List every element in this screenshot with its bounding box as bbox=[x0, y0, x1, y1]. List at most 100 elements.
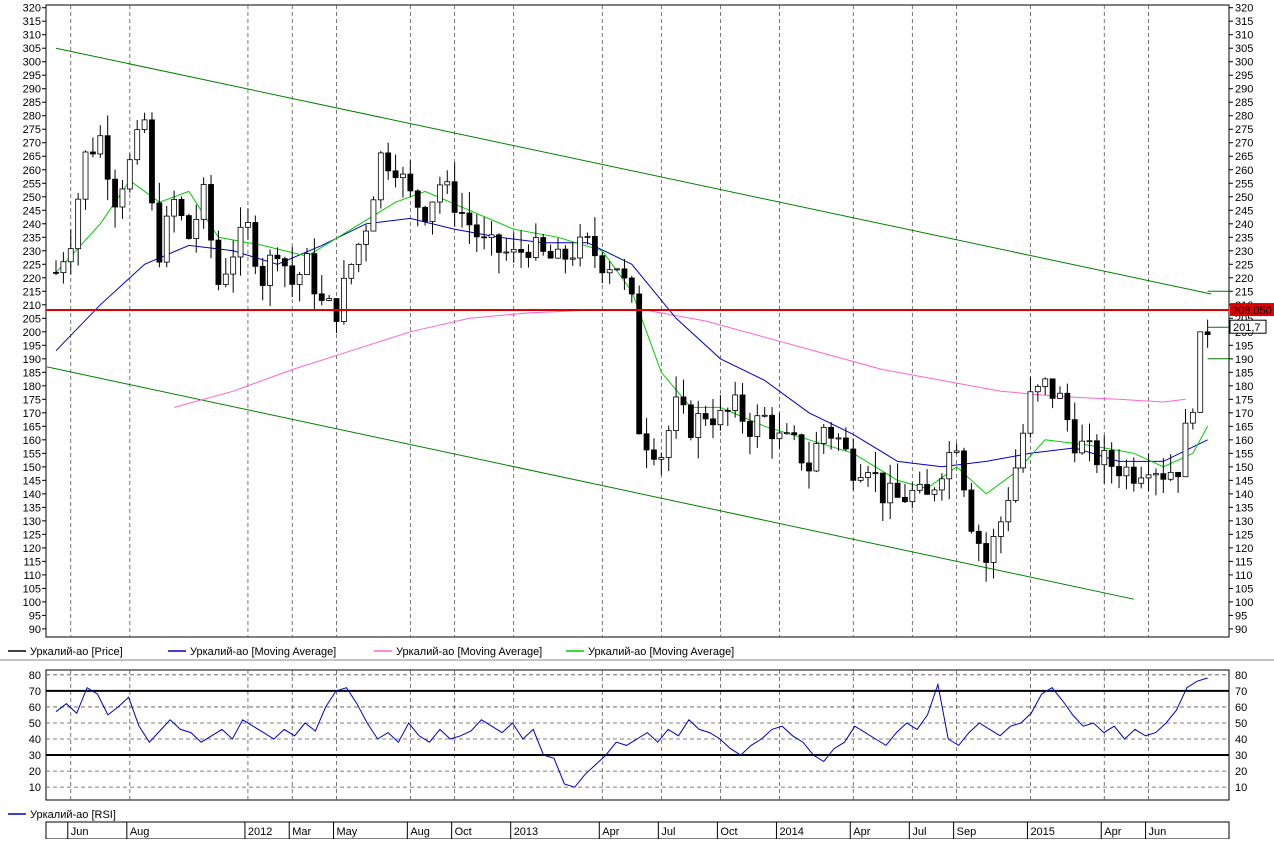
candle-body bbox=[60, 261, 67, 274]
candle-body bbox=[1042, 378, 1049, 387]
candle-body bbox=[1093, 440, 1100, 466]
candle-body bbox=[938, 478, 945, 491]
price-y-tick-label-right: 260 bbox=[1235, 165, 1253, 177]
price-y-tick-label-right: 155 bbox=[1235, 448, 1253, 460]
rsi-y-tick-label-right: 60 bbox=[1235, 702, 1247, 714]
candle-body bbox=[496, 234, 502, 253]
candle-body bbox=[761, 414, 768, 417]
price-y-tick-label-left: 315 bbox=[23, 16, 41, 28]
candle-body bbox=[518, 249, 524, 253]
price-y-tick-label-left: 110 bbox=[23, 570, 41, 582]
candle-body bbox=[828, 426, 835, 439]
candle-body bbox=[119, 188, 126, 208]
price-y-tick-label-right: 130 bbox=[1235, 516, 1253, 528]
price-y-tick-label-left: 300 bbox=[23, 57, 41, 69]
rsi-y-tick-label-left: 10 bbox=[29, 782, 41, 794]
rsi-series-line bbox=[55, 677, 1208, 788]
price-y-tick-label-left: 240 bbox=[23, 219, 41, 231]
candle-body bbox=[149, 119, 155, 204]
date-label: Aug bbox=[130, 826, 150, 838]
candle-body bbox=[274, 254, 281, 260]
price-y-tick-label-right: 310 bbox=[1235, 30, 1253, 42]
date-label: Jun bbox=[1149, 826, 1167, 838]
price-y-tick-label-left: 105 bbox=[23, 583, 41, 595]
date-label: Jun bbox=[71, 826, 89, 838]
last-price-box bbox=[1229, 319, 1267, 334]
candle-body bbox=[680, 396, 687, 406]
price-y-tick-label-left: 270 bbox=[23, 138, 41, 150]
candle-body bbox=[436, 184, 443, 203]
candle-body bbox=[769, 414, 775, 440]
candle-body bbox=[377, 152, 384, 201]
date-label: Mar bbox=[292, 826, 311, 838]
trend-channel bbox=[46, 47, 1212, 600]
price-y-tick-label-left: 115 bbox=[23, 556, 41, 568]
candle-body bbox=[466, 212, 473, 226]
price-y-tick-label-right: 230 bbox=[1235, 246, 1253, 258]
date-axis: Jun Aug 2012 Mar May Aug Oct 2013 Apr Jul Oct 2014 A… bbox=[67, 822, 1167, 839]
price-y-tick-label-right: 255 bbox=[1235, 178, 1253, 190]
candle-body bbox=[673, 396, 680, 431]
price-y-tick-label-right: 315 bbox=[1235, 16, 1253, 28]
candle-body bbox=[1160, 473, 1167, 480]
price-y-tick-label-left: 290 bbox=[23, 84, 41, 96]
price-y-tick-label-right: 135 bbox=[1235, 502, 1253, 514]
candle-body bbox=[178, 198, 185, 216]
price-y-tick-label-left: 125 bbox=[23, 529, 41, 541]
candle-body bbox=[104, 135, 111, 180]
price-y-tick-label-left: 185 bbox=[23, 367, 41, 379]
candle-body bbox=[385, 152, 392, 172]
candle-body bbox=[658, 457, 665, 460]
date-label: Aug bbox=[410, 826, 430, 838]
price-legend-label: Уркалий-ао [Price] bbox=[30, 646, 123, 658]
candle-body bbox=[97, 135, 104, 155]
rsi-y-tick-label-right: 40 bbox=[1235, 734, 1247, 746]
candle-body bbox=[414, 190, 421, 208]
candle-body bbox=[1005, 500, 1012, 523]
candle-body bbox=[1130, 466, 1137, 484]
rsi-panel-frame bbox=[45, 669, 1230, 801]
price-y-tick-label-right: 285 bbox=[1235, 97, 1253, 109]
price-y-tick-label-left: 100 bbox=[23, 597, 41, 609]
rsi-legend: Уркалий-ао [RSI] bbox=[8, 809, 116, 821]
price-y-tick-label-right: 120 bbox=[1235, 543, 1253, 555]
candle-body bbox=[407, 173, 414, 192]
candle-body bbox=[783, 432, 790, 435]
candle-body bbox=[894, 482, 901, 498]
candle-body bbox=[724, 409, 731, 412]
resistance-value-label: 208,050 bbox=[1232, 305, 1272, 317]
price-y-tick-label-left: 320 bbox=[23, 3, 41, 15]
price-y-tick-label-left: 190 bbox=[23, 354, 41, 366]
price-y-tick-label-left: 305 bbox=[23, 43, 41, 55]
price-y-tick-label-left: 205 bbox=[23, 313, 41, 325]
candle-body bbox=[636, 293, 643, 435]
price-y-tick-label-right: 305 bbox=[1235, 43, 1253, 55]
price-y-tick-label-right: 140 bbox=[1235, 489, 1253, 501]
candle-body bbox=[865, 472, 871, 478]
price-y-tick-label-right: 100 bbox=[1235, 597, 1253, 609]
price-y-tick-label-left: 275 bbox=[23, 124, 41, 136]
candle-body bbox=[1123, 466, 1130, 477]
price-y-tick-label-left: 295 bbox=[23, 70, 41, 82]
candle-body bbox=[983, 543, 990, 563]
price-y-tick-label-left: 280 bbox=[23, 111, 41, 123]
candle-body bbox=[990, 536, 997, 563]
price-y-tick-label-right: 185 bbox=[1235, 367, 1253, 379]
candle-body bbox=[776, 432, 783, 440]
date-label: Oct bbox=[720, 826, 737, 838]
candle-body bbox=[1189, 411, 1196, 424]
candle-body bbox=[67, 248, 74, 263]
price-y-tick-label-left: 215 bbox=[23, 286, 41, 298]
price-y-tick-label-left: 120 bbox=[23, 543, 41, 555]
candle-body bbox=[318, 293, 325, 301]
candle-body bbox=[562, 248, 569, 260]
date-label: Sep bbox=[957, 826, 977, 838]
candle-body bbox=[1116, 466, 1122, 477]
price-y-tick-label-right: 180 bbox=[1235, 381, 1253, 393]
candle-body bbox=[525, 251, 532, 258]
price-y-tick-label-left: 235 bbox=[23, 232, 41, 244]
candle-body bbox=[267, 254, 273, 286]
price-y-tick-label-right: 145 bbox=[1235, 475, 1253, 487]
candle-body bbox=[237, 226, 244, 258]
